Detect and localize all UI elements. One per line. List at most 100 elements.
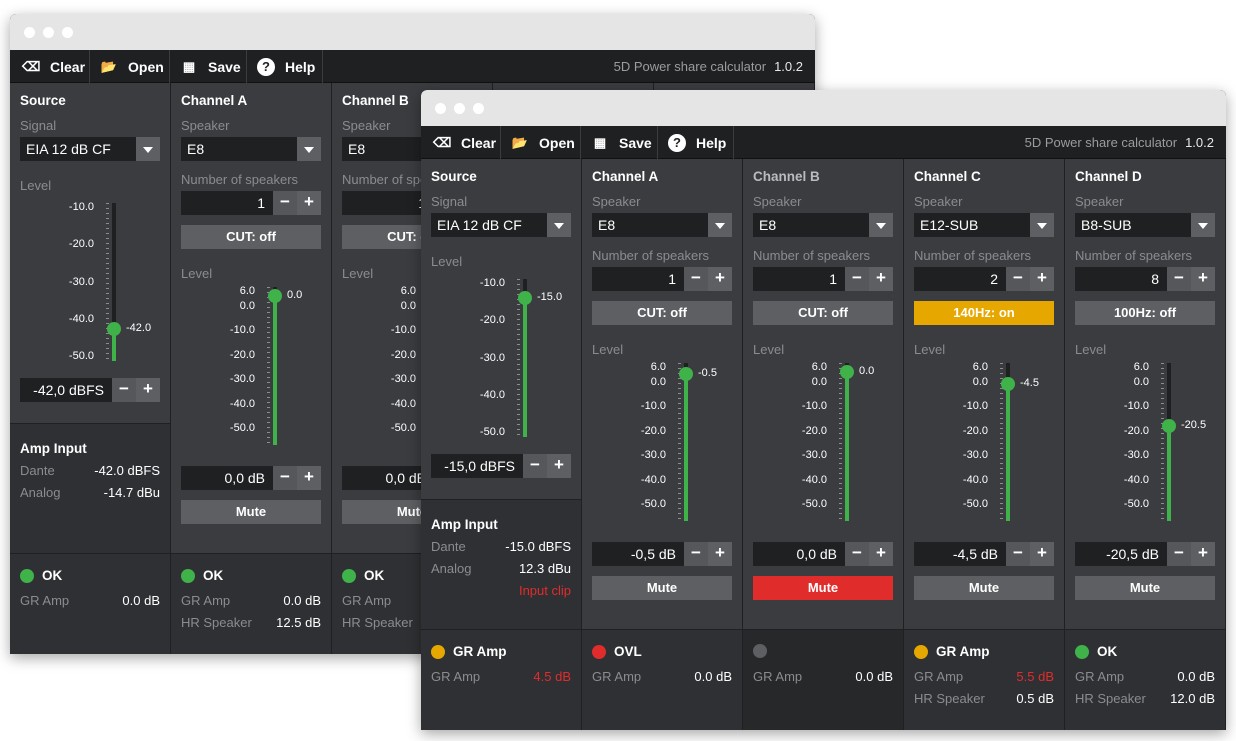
increment-button[interactable]: + [297, 466, 321, 490]
save-button[interactable]: ▦ Save [581, 126, 658, 159]
scale-label: -30.0 [1123, 449, 1149, 462]
cut-toggle[interactable]: 140Hz: on [914, 301, 1054, 325]
speaker-select[interactable]: E8 [181, 137, 321, 161]
fader-track[interactable] [840, 363, 854, 521]
speaker-select[interactable]: E12-SUB [914, 213, 1054, 237]
level-field[interactable]: 0,0 dB [181, 466, 273, 490]
fader-track[interactable] [107, 203, 121, 361]
increment-button[interactable]: + [1030, 267, 1054, 291]
level-field[interactable]: -20,5 dB [1075, 542, 1167, 566]
channel-level-fader[interactable]: 6.0 0.0 -10.0 -20.0 -30.0 -40.0 -50.0 -0.5 [622, 361, 732, 523]
window-dot[interactable] [24, 27, 35, 38]
fader-track[interactable] [679, 363, 693, 521]
fader-knob[interactable] [268, 288, 282, 303]
window-dot[interactable] [62, 27, 73, 38]
level-field[interactable]: 0,0 dB [753, 542, 845, 566]
nspk-field[interactable]: 1 [592, 267, 684, 291]
channel-level-fader[interactable]: 6.0 0.0 -10.0 -20.0 -30.0 -40.0 -50.0 -20.5 [1105, 361, 1215, 523]
nspk-field[interactable]: 8 [1075, 267, 1167, 291]
chevron-down-icon[interactable] [297, 137, 321, 161]
mute-button[interactable]: Mute [181, 500, 321, 524]
save-button[interactable]: ▦ Save [170, 50, 247, 83]
cut-toggle[interactable]: CUT: off [592, 301, 732, 325]
increment-button[interactable]: + [1030, 542, 1054, 566]
clear-button[interactable]: ⌫ Clear [10, 50, 90, 83]
signal-select[interactable]: EIA 12 dB CF [431, 213, 571, 237]
level-stepper: -4,5 dB − + [914, 542, 1054, 566]
chevron-down-icon[interactable] [1030, 213, 1054, 237]
open-button[interactable]: 📂 Open [90, 50, 170, 83]
decrement-button[interactable]: − [1006, 542, 1030, 566]
window-dot[interactable] [43, 27, 54, 38]
level-field[interactable]: -4,5 dB [914, 542, 1006, 566]
increment-button[interactable]: + [136, 378, 160, 402]
nspk-field[interactable]: 1 [753, 267, 845, 291]
speaker-select[interactable]: B8-SUB [1075, 213, 1215, 237]
window-dot[interactable] [473, 103, 484, 114]
decrement-button[interactable]: − [684, 267, 708, 291]
mute-button[interactable]: Mute [753, 576, 893, 600]
nspk-field[interactable]: 2 [914, 267, 1006, 291]
nspk-field[interactable]: 1 [181, 191, 273, 215]
fader-track[interactable] [518, 279, 532, 437]
window-dot[interactable] [454, 103, 465, 114]
decrement-button[interactable]: − [112, 378, 136, 402]
decrement-button[interactable]: − [523, 454, 547, 478]
increment-button[interactable]: + [1191, 542, 1215, 566]
channel-level-fader[interactable]: 6.0 0.0 -10.0 -20.0 -30.0 -40.0 -50.0 -4.5 [944, 361, 1054, 523]
increment-button[interactable]: + [1191, 267, 1215, 291]
level-field[interactable]: -42,0 dBFS [20, 378, 112, 402]
fader-track[interactable] [1162, 363, 1176, 521]
clear-button[interactable]: ⌫ Clear [421, 126, 501, 159]
increment-button[interactable]: + [297, 191, 321, 215]
titlebar[interactable] [10, 14, 815, 50]
fader-knob[interactable] [518, 290, 532, 305]
increment-button[interactable]: + [708, 542, 732, 566]
decrement-button[interactable]: − [845, 267, 869, 291]
mute-button[interactable]: Mute [592, 576, 732, 600]
chevron-down-icon[interactable] [1191, 213, 1215, 237]
cut-toggle[interactable]: CUT: off [753, 301, 893, 325]
fader-knob[interactable] [679, 367, 693, 382]
fader-track[interactable] [1001, 363, 1015, 521]
increment-button[interactable]: + [547, 454, 571, 478]
mute-button[interactable]: Mute [914, 576, 1054, 600]
open-button[interactable]: 📂 Open [501, 126, 581, 159]
mute-button[interactable]: Mute [1075, 576, 1215, 600]
decrement-button[interactable]: − [845, 542, 869, 566]
cut-toggle[interactable]: 100Hz: off [1075, 301, 1215, 325]
increment-button[interactable]: + [869, 267, 893, 291]
chevron-down-icon[interactable] [136, 137, 160, 161]
increment-button[interactable]: + [708, 267, 732, 291]
channel-level-fader[interactable]: 6.0 0.0 -10.0 -20.0 -30.0 -40.0 -50.0 0.0 [211, 285, 321, 447]
level-field[interactable]: 0,0 dB [342, 466, 434, 490]
channel-level-fader[interactable]: 6.0 0.0 -10.0 -20.0 -30.0 -40.0 -50.0 0.0 [783, 361, 893, 523]
source-level-fader[interactable]: -10.0 -20.0 -30.0 -40.0 -50.0 -42.0 [50, 201, 151, 363]
increment-button[interactable]: + [869, 542, 893, 566]
speaker-select[interactable]: E8 [753, 213, 893, 237]
chevron-down-icon[interactable] [869, 213, 893, 237]
window-dot[interactable] [435, 103, 446, 114]
decrement-button[interactable]: − [1167, 267, 1191, 291]
chevron-down-icon[interactable] [708, 213, 732, 237]
chevron-down-icon[interactable] [547, 213, 571, 237]
fader-knob[interactable] [1001, 377, 1015, 392]
decrement-button[interactable]: − [1006, 267, 1030, 291]
level-field[interactable]: -15,0 dBFS [431, 454, 523, 478]
source-level-fader[interactable]: -10.0 -20.0 -30.0 -40.0 -50.0 -15.0 [461, 277, 562, 439]
decrement-button[interactable]: − [1167, 542, 1191, 566]
signal-select[interactable]: EIA 12 dB CF [20, 137, 160, 161]
decrement-button[interactable]: − [273, 191, 297, 215]
level-field[interactable]: -0,5 dB [592, 542, 684, 566]
fader-knob[interactable] [840, 364, 854, 379]
help-button[interactable]: ? Help [658, 126, 734, 159]
fader-knob[interactable] [107, 322, 121, 337]
fader-knob[interactable] [1162, 419, 1176, 434]
cut-toggle[interactable]: CUT: off [181, 225, 321, 249]
titlebar[interactable] [421, 90, 1226, 126]
decrement-button[interactable]: − [684, 542, 708, 566]
decrement-button[interactable]: − [273, 466, 297, 490]
speaker-select[interactable]: E8 [592, 213, 732, 237]
fader-track[interactable] [268, 287, 282, 445]
help-button[interactable]: ? Help [247, 50, 323, 83]
